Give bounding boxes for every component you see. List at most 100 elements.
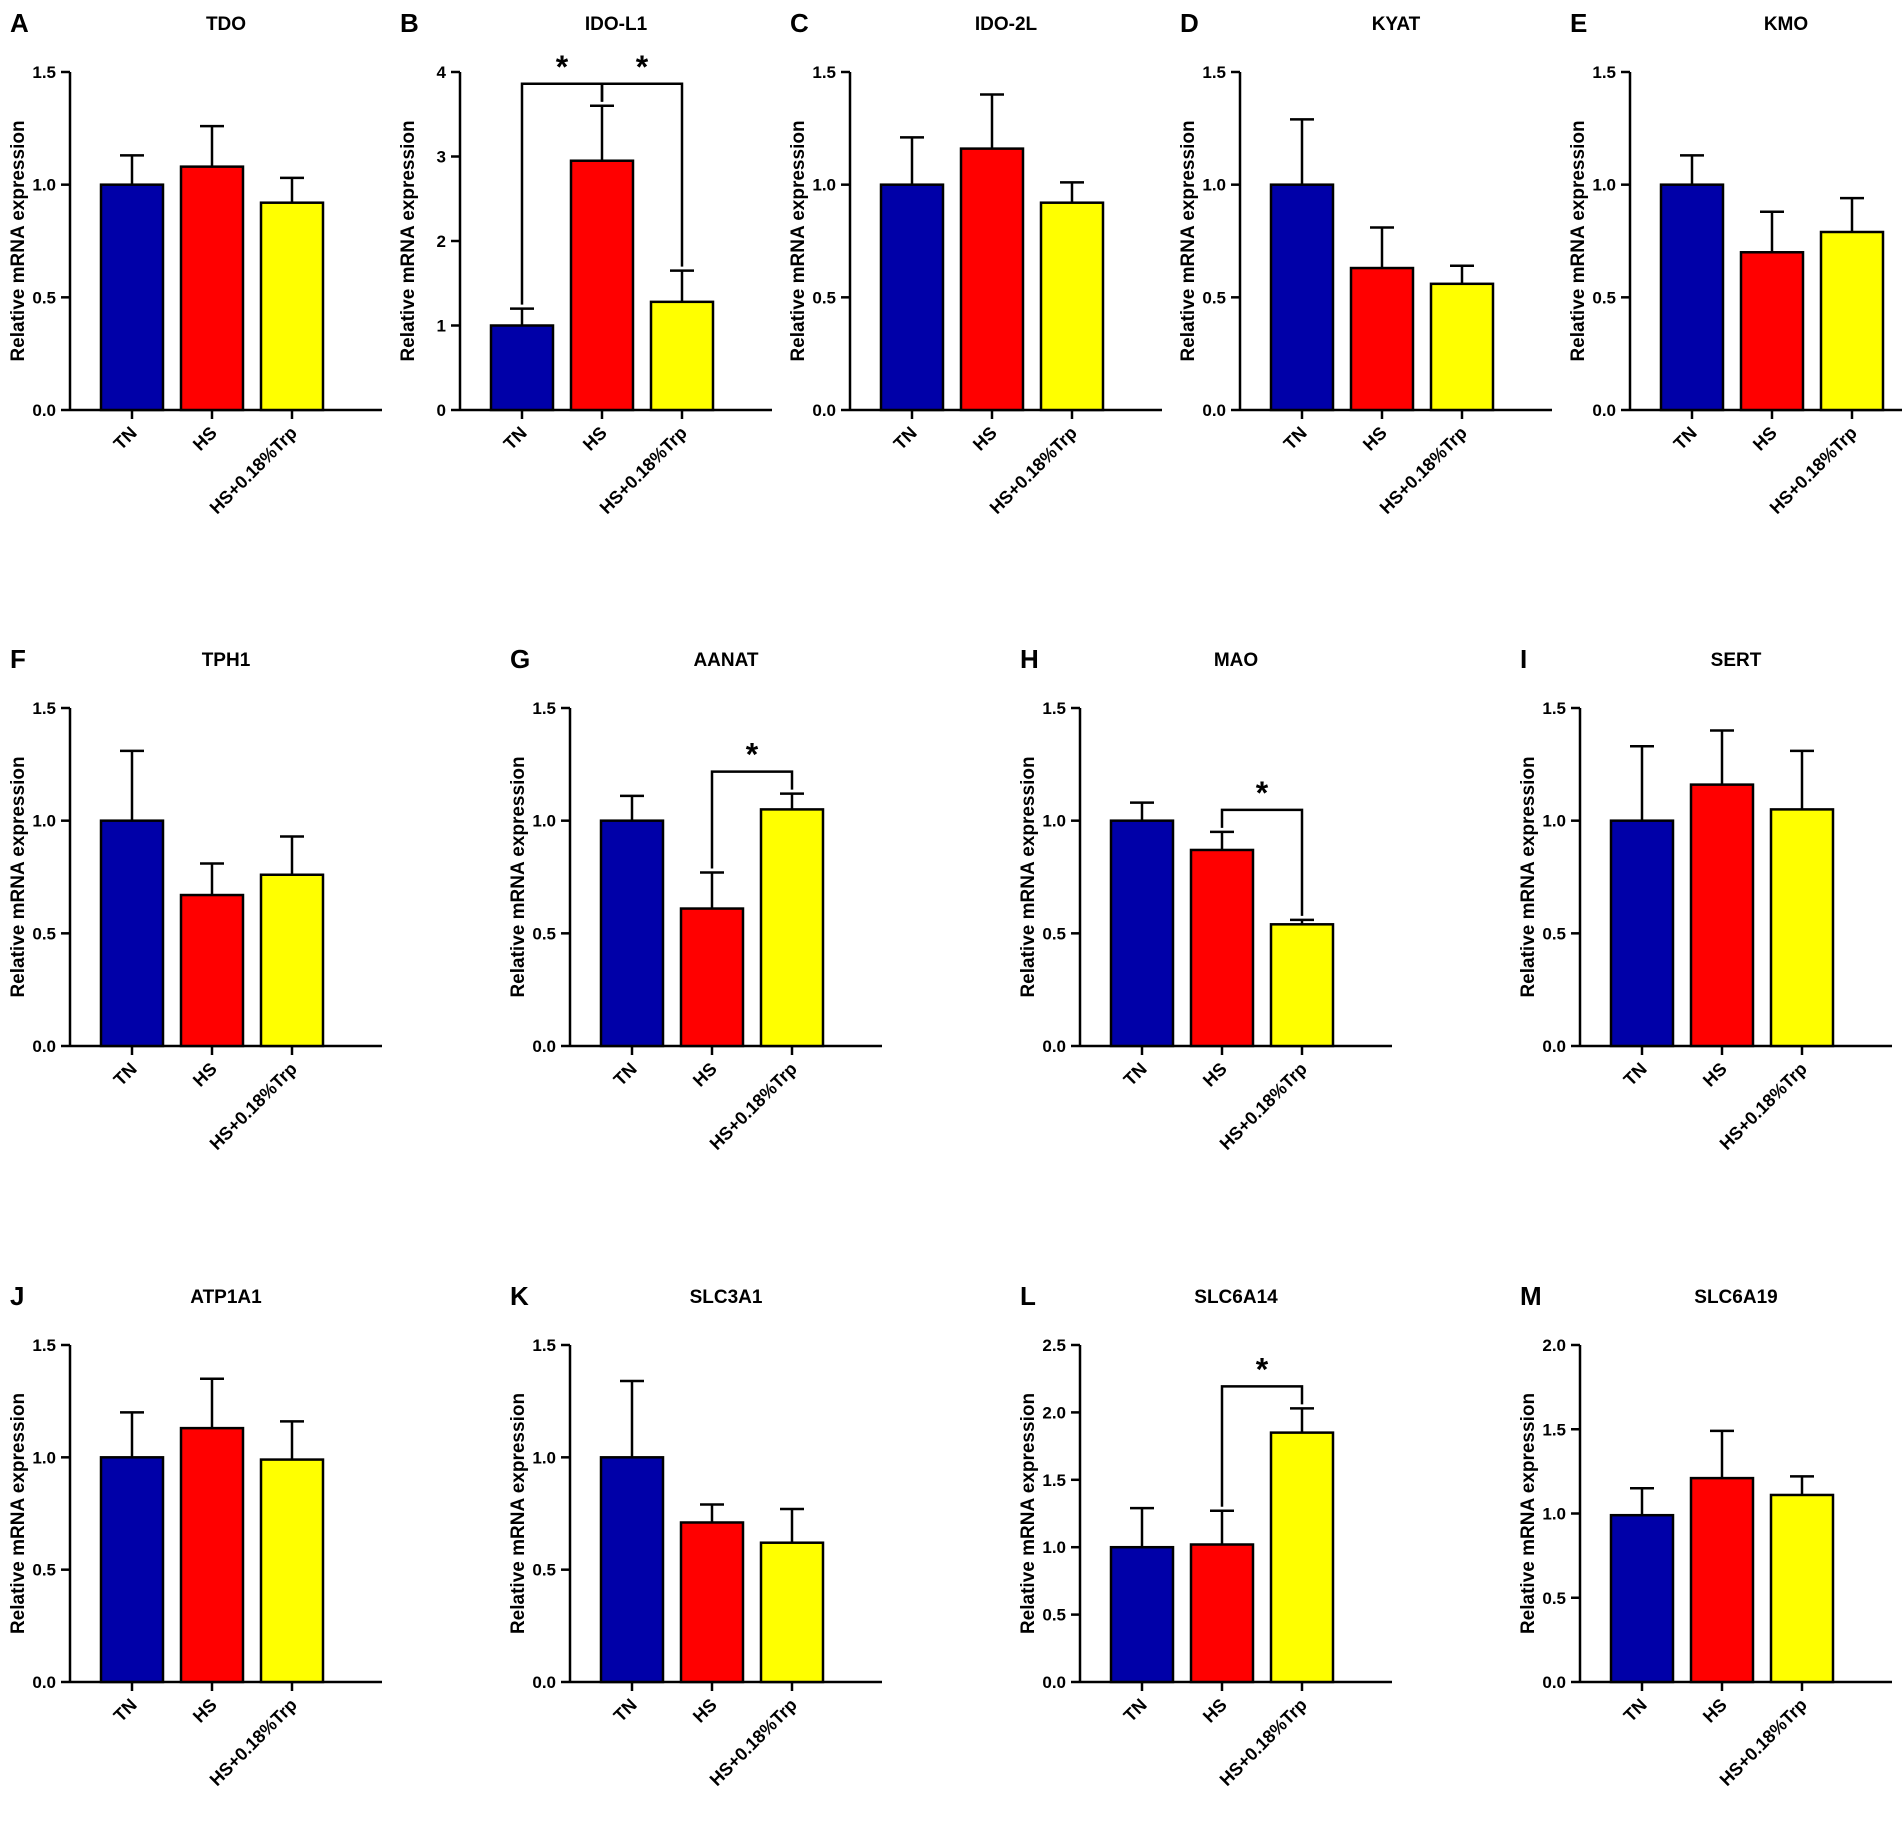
- panel-letter: I: [1520, 644, 1527, 674]
- bar-hs-trp: [759, 1541, 825, 1684]
- y-tick-label: 1.5: [1542, 699, 1566, 718]
- y-tick-label: 0: [437, 401, 446, 420]
- x-tick-label: TN: [1620, 1059, 1651, 1090]
- panel-letter: K: [510, 1281, 529, 1311]
- x-tick-label: HS: [189, 423, 221, 455]
- bar-tn: [1609, 819, 1675, 1048]
- bar-hs: [179, 1426, 245, 1684]
- panel-letter: E: [1570, 8, 1587, 38]
- bar-tn: [599, 819, 665, 1048]
- y-tick-label: 2.5: [1042, 1336, 1066, 1355]
- y-tick-label: 1.0: [32, 812, 56, 831]
- bar-hs-trp: [1269, 923, 1335, 1048]
- bar-tn: [1109, 819, 1175, 1048]
- bar-hs: [1739, 251, 1805, 412]
- y-tick-label: 0.5: [1592, 288, 1616, 307]
- y-tick-label: 0.0: [532, 1037, 556, 1056]
- bar-tn: [1269, 183, 1335, 412]
- chart-title: TPH1: [202, 650, 251, 671]
- x-tick-label: HS: [1749, 423, 1781, 455]
- x-tick-label: HS: [689, 1695, 721, 1727]
- bar-hs: [1349, 266, 1415, 412]
- significance-bracket: [600, 82, 684, 267]
- bar-tn: [99, 1456, 165, 1684]
- y-axis-label: Relative mRNA expression: [8, 756, 29, 997]
- x-tick-label: TN: [1120, 1059, 1151, 1090]
- x-tick-label: TN: [1620, 1695, 1651, 1726]
- y-tick-label: 3: [437, 148, 446, 167]
- chart-title: KYAT: [1372, 14, 1421, 35]
- y-tick-label: 0.5: [1542, 924, 1566, 943]
- y-tick-label: 0.0: [1542, 1673, 1566, 1692]
- chart-title: SERT: [1711, 650, 1762, 671]
- x-tick-label: TN: [500, 423, 531, 454]
- y-tick-label: 1.5: [32, 1336, 56, 1355]
- bar-hs: [1189, 1543, 1255, 1684]
- chart-panel-g: G AANAT Relative mRNA expression 0.0 0.5 1.0 1…: [508, 644, 882, 1154]
- chart-title: SLC6A19: [1694, 1287, 1777, 1308]
- x-tick-label: HS: [1359, 423, 1391, 455]
- bar-hs-trp: [1269, 1431, 1335, 1684]
- y-axis-label: Relative mRNA expression: [1518, 756, 1539, 997]
- y-tick-label: 1.5: [32, 63, 56, 82]
- x-tick-label: TN: [610, 1059, 641, 1090]
- y-axis-label: Relative mRNA expression: [788, 120, 809, 361]
- y-axis-label: Relative mRNA expression: [1178, 120, 1199, 361]
- y-axis-label: Relative mRNA expression: [508, 756, 529, 997]
- y-tick-label: 0.5: [32, 1561, 56, 1580]
- chart-panel-d: D KYAT Relative mRNA expression 0.0 0.5 1.0 1.…: [1178, 8, 1552, 518]
- x-tick-label: TN: [890, 423, 921, 454]
- y-tick-label: 1.5: [1202, 63, 1226, 82]
- panel-letter: M: [1520, 1281, 1542, 1311]
- panel-letter: L: [1020, 1281, 1036, 1311]
- chart-panel-i: I SERT Relative mRNA expression 0.0 0.5 1.0 1.…: [1518, 644, 1892, 1154]
- x-tick-label: HS: [189, 1695, 221, 1727]
- y-tick-label: 1: [437, 317, 446, 336]
- y-tick-label: 0.5: [32, 288, 56, 307]
- bar-hs-trp: [259, 873, 325, 1048]
- bar-tn: [99, 819, 165, 1048]
- chart-panel-a: A TDO Relative mRNA expression 0.0 0.5 1.0 1.5…: [8, 8, 382, 518]
- significance-bracket: [710, 770, 794, 869]
- bar-hs-trp: [649, 300, 715, 412]
- bar-tn: [489, 324, 555, 412]
- y-tick-label: 1.0: [1042, 1538, 1066, 1557]
- y-tick-label: 1.0: [532, 1448, 556, 1467]
- x-tick-label: TN: [610, 1695, 641, 1726]
- chart-panel-e: E KMO Relative mRNA expression 0.0 0.5 1.0 1.5…: [1568, 8, 1902, 518]
- bar-tn: [1659, 183, 1725, 412]
- y-tick-label: 0.0: [32, 1037, 56, 1056]
- x-tick-label: TN: [1280, 423, 1311, 454]
- chart-title: ATP1A1: [190, 1287, 262, 1308]
- y-axis-label: Relative mRNA expression: [508, 1393, 529, 1634]
- y-tick-label: 1.5: [1042, 699, 1066, 718]
- y-tick-label: 0.5: [1042, 924, 1066, 943]
- y-tick-label: 1.5: [1592, 63, 1616, 82]
- chart-panel-b: B IDO-L1 Relative mRNA expression 0 1 2 3 4 TN HS…: [398, 8, 772, 518]
- y-tick-label: 0.5: [1542, 1589, 1566, 1608]
- bar-tn: [1109, 1545, 1175, 1684]
- bar-hs-trp: [259, 201, 325, 412]
- bar-tn: [1609, 1513, 1675, 1684]
- y-tick-label: 1.5: [532, 1336, 556, 1355]
- bar-hs-trp: [1769, 1493, 1835, 1684]
- y-tick-label: 0.0: [32, 1673, 56, 1692]
- significance-star: *: [1256, 775, 1269, 811]
- panel-letter: H: [1020, 644, 1039, 674]
- y-axis-label: Relative mRNA expression: [1018, 756, 1039, 997]
- chart-panel-j: J ATP1A1 Relative mRNA expression 0.0 0.5 1.0…: [8, 1281, 382, 1790]
- bar-hs: [679, 1521, 745, 1684]
- chart-title: KMO: [1764, 14, 1808, 35]
- bar-hs: [179, 165, 245, 412]
- y-tick-label: 1.0: [32, 176, 56, 195]
- y-axis-label: Relative mRNA expression: [1518, 1393, 1539, 1634]
- y-tick-label: 4: [437, 63, 447, 82]
- y-tick-label: 0.5: [532, 924, 556, 943]
- bar-hs: [959, 147, 1025, 412]
- panel-letter: A: [10, 8, 29, 38]
- x-tick-label: HS: [1199, 1059, 1231, 1091]
- y-tick-label: 1.5: [532, 699, 556, 718]
- y-axis-label: Relative mRNA expression: [398, 120, 419, 361]
- y-axis-label: Relative mRNA expression: [8, 120, 29, 361]
- y-tick-label: 0.0: [532, 1673, 556, 1692]
